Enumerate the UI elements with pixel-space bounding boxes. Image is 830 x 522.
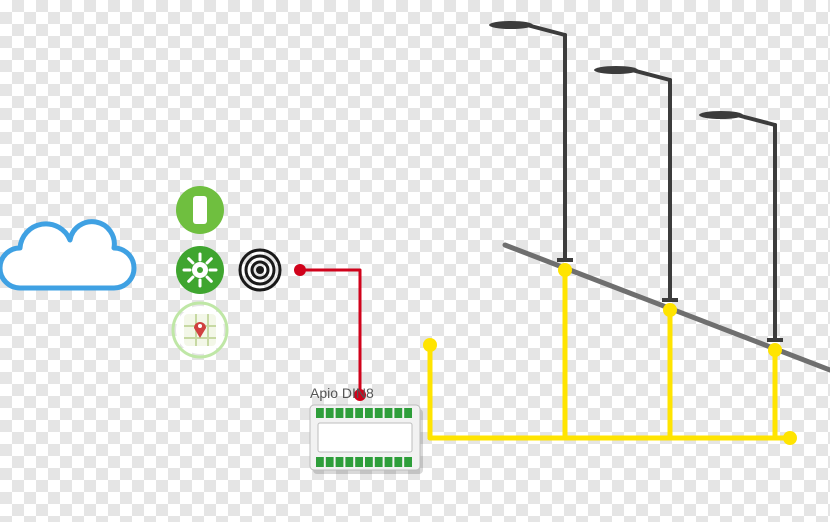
building-icon xyxy=(176,186,224,234)
cloud-icon xyxy=(0,222,134,288)
bulb-gear-icon xyxy=(176,246,224,294)
map-pin-icon xyxy=(173,303,227,357)
streetlight-3 xyxy=(699,111,783,340)
red-wire xyxy=(300,270,360,395)
streetlight-1 xyxy=(489,21,573,260)
diagram-svg xyxy=(0,0,830,522)
streetlight-2 xyxy=(594,66,678,300)
device-label: Apio DIN8 xyxy=(310,385,374,401)
yellow-bus xyxy=(423,263,797,445)
din8-device xyxy=(310,405,423,474)
red-wire-dot-start xyxy=(294,264,306,276)
wireless-icon xyxy=(240,250,280,290)
